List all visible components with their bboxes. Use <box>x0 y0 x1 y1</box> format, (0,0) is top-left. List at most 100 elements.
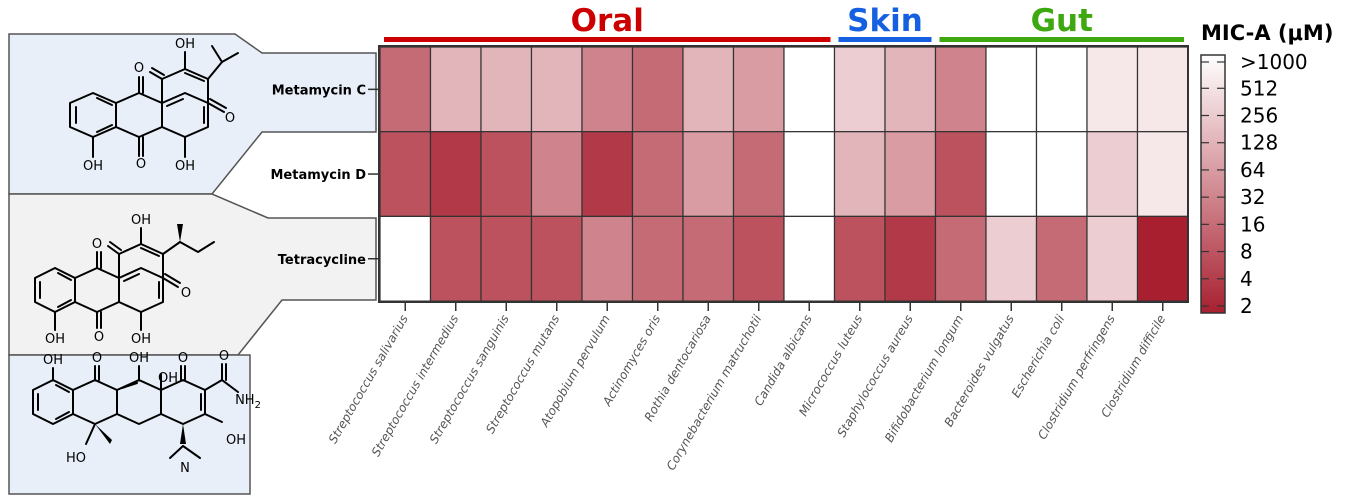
heatmap-cell <box>783 46 836 133</box>
heatmap-frame <box>378 45 1189 303</box>
group-bar <box>939 37 1184 42</box>
heatmap-cell <box>530 131 583 217</box>
heatmap-cell <box>429 131 482 217</box>
colorbar-tick-label: >1000 <box>1240 50 1308 74</box>
metd-oh-bottom: OH <box>131 332 151 347</box>
heatmap-cell <box>379 131 432 217</box>
metc-ketone-o2: O <box>225 111 235 126</box>
heatmap-cell <box>1035 46 1088 133</box>
heatmap-cell <box>480 46 533 133</box>
colorbar-tick-label: 512 <box>1240 76 1278 100</box>
heatmap-cell <box>884 131 937 217</box>
colorbar-tick-label: 2 <box>1240 294 1253 318</box>
heatmap-cell <box>985 215 1038 302</box>
group-bars: Oral Skin Gut <box>384 3 1184 42</box>
heatmap-cell <box>1136 215 1189 302</box>
heatmap-cell <box>1035 131 1088 217</box>
heatmap-cell <box>985 46 1038 133</box>
heatmap-cell <box>631 131 684 217</box>
metc-oh-top: OH <box>175 37 195 52</box>
tet-ketone-o2: O <box>178 351 188 366</box>
heatmap-cell <box>934 131 987 217</box>
metd-ketone-o: O <box>92 237 102 252</box>
colorbar-tick-label: 4 <box>1240 267 1253 291</box>
heatmap-cell <box>530 215 583 302</box>
colorbar-tick-label: 8 <box>1240 240 1253 264</box>
row-label: Metamycin D <box>271 168 367 183</box>
column-label: Streptococcus intermedius <box>369 313 462 459</box>
heatmap-cell <box>480 215 533 302</box>
metamycin-c-structure: O O OH OH OH O <box>69 37 239 174</box>
metamycin-d-panel <box>8 193 377 356</box>
heatmap-cell <box>581 131 634 217</box>
heatmap-cell <box>732 46 785 133</box>
tet-oh-bridge: OH <box>158 371 178 386</box>
tet-amide-nh2: NH2 <box>235 393 261 411</box>
group-label: Skin <box>847 3 923 39</box>
metd-oh-left: OH <box>45 332 65 347</box>
group-label: Oral <box>571 3 644 39</box>
heatmap-cell <box>833 215 886 302</box>
heatmap-cell <box>581 46 634 133</box>
heatmap-cell <box>1136 131 1189 217</box>
heatmap-cell <box>884 215 937 302</box>
colorbar-tick-label: 64 <box>1240 158 1265 182</box>
column-label: Corynebacterium matruchotii <box>664 312 765 473</box>
colorbar-title: MIC-A (μM) <box>1201 21 1333 45</box>
heatmap-cell <box>1136 46 1189 133</box>
heatmap-cell <box>833 131 886 217</box>
group-bar <box>838 37 932 42</box>
heatmap-cell <box>934 215 987 302</box>
tetracycline-structure: O OH OH OH O O NH2 OH HO N <box>32 349 261 476</box>
metc-quinone-o: O <box>136 157 146 172</box>
heatmap-cell <box>429 215 482 302</box>
colorbar-ticks: 2 4 8 16 32 64 128 256 512>1000 <box>1201 50 1308 318</box>
metamycin-d-structure: O O OH OH OH O <box>34 213 215 347</box>
heatmap-cell <box>682 46 735 133</box>
metc-oh-left: OH <box>83 159 103 174</box>
heatmap-cell <box>1086 46 1139 133</box>
tet-oh-phenol: OH <box>43 353 63 368</box>
tet-oh-ring: OH <box>226 433 246 448</box>
tet-dimethylamine-n: N <box>180 461 190 476</box>
heatmap-cell <box>530 46 583 133</box>
colorbar-tick-label: 16 <box>1240 212 1265 236</box>
colorbar-tick-label: 32 <box>1240 185 1265 209</box>
group-label: Gut <box>1031 3 1094 39</box>
row-labels: Metamycin C Metamycin D Tetracycline <box>271 83 378 268</box>
metd-oh-top: OH <box>131 213 151 228</box>
heatmap-cell <box>682 131 735 217</box>
heatmap-cells <box>379 46 1189 302</box>
tet-amide-o: O <box>219 349 229 364</box>
colorbar-tick-label: 128 <box>1240 131 1278 155</box>
heatmap-cell <box>783 131 836 217</box>
tet-oh-enol: OH <box>129 351 149 366</box>
tet-ketone-o: O <box>92 351 102 366</box>
column-label: Escherichia coli <box>1009 312 1068 400</box>
heatmap-cell <box>1086 215 1139 302</box>
heatmap-cell <box>732 131 785 217</box>
heatmap-cell <box>682 215 735 302</box>
heatmap-cell <box>480 131 533 217</box>
heatmap-cell <box>631 215 684 302</box>
metc-ketone-o: O <box>134 61 144 76</box>
heatmap-cell <box>783 215 836 302</box>
heatmap-cell <box>884 46 937 133</box>
heatmap-cell <box>732 215 785 302</box>
heatmap-cell <box>934 46 987 133</box>
tetracycline-panel <box>8 354 251 495</box>
group-bar <box>384 37 831 42</box>
heatmap-cell <box>1035 215 1088 302</box>
heatmap-cell <box>581 215 634 302</box>
row-label: Tetracycline <box>278 253 366 268</box>
metc-oh-bottom: OH <box>175 159 195 174</box>
heatmap-cell <box>631 46 684 133</box>
colorbar-gradient <box>1200 54 1226 314</box>
colorbar-tick-label: 256 <box>1240 103 1278 127</box>
row-label: Metamycin C <box>272 83 366 98</box>
metd-ketone-o2: O <box>181 286 191 301</box>
heatmap-cell <box>379 215 432 302</box>
